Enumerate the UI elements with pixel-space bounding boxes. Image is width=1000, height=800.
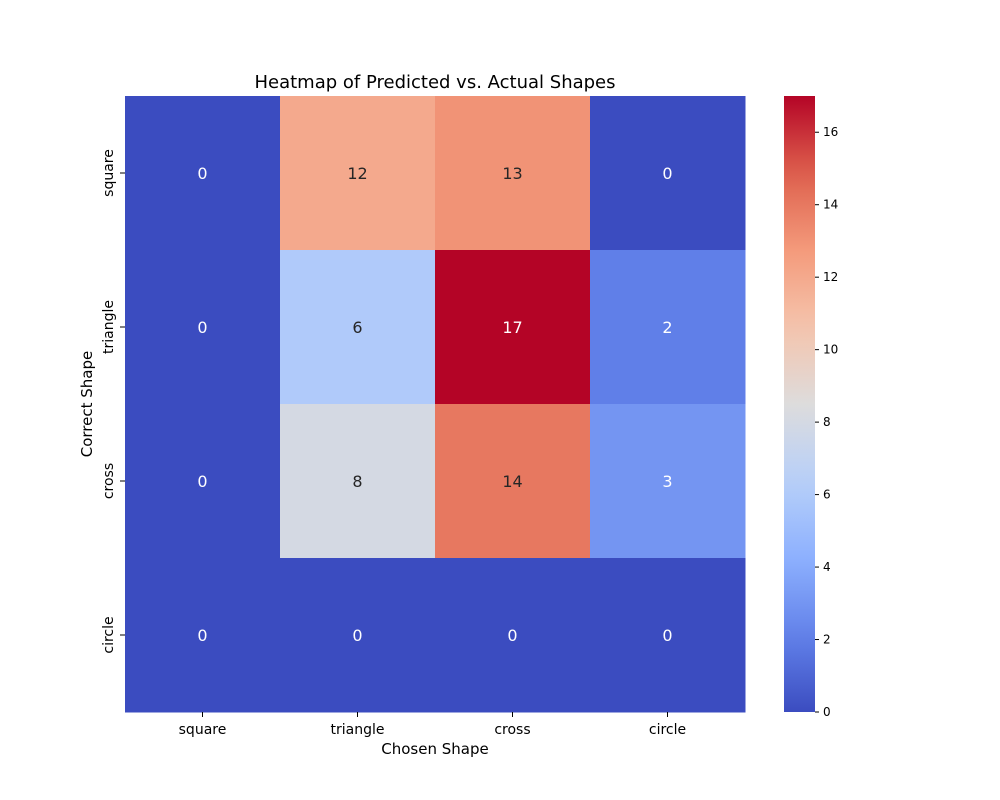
y-tick-label: circle (101, 616, 117, 653)
heatmap-cell (280, 96, 436, 251)
y-tick-label: triangle (101, 300, 117, 354)
cell-value-label: 0 (197, 472, 207, 491)
colorbar-tick-label: 4 (823, 560, 831, 574)
heatmap-cell (125, 250, 281, 405)
cell-value-label: 13 (502, 164, 522, 183)
cell-value-label: 0 (197, 626, 207, 645)
heatmap-cell (125, 404, 281, 559)
heatmap-cell (435, 404, 591, 559)
x-tick-label: square (179, 722, 227, 738)
chart-title: Heatmap of Predicted vs. Actual Shapes (254, 72, 615, 93)
heatmap-cell (590, 404, 746, 559)
heatmap-cell (280, 404, 436, 559)
x-tick-label: circle (649, 722, 686, 738)
heatmap-cell (125, 96, 281, 251)
y-tick-label: cross (101, 463, 117, 499)
colorbar: 0 2 4 6 8 10 12 14 16 (784, 96, 838, 719)
colorbar-tick-label: 14 (823, 198, 838, 212)
cell-value-label: 2 (662, 318, 672, 337)
heatmap-cell (590, 96, 746, 251)
cell-value-label: 17 (502, 318, 522, 337)
heatmap-cell (280, 558, 436, 713)
cell-value-label: 8 (352, 472, 362, 491)
x-axis-title: Chosen Shape (381, 740, 488, 758)
y-axis-ticks: square triangle cross circle (101, 149, 125, 654)
colorbar-tick-label: 12 (823, 270, 838, 284)
colorbar-tick-label: 8 (823, 415, 831, 429)
colorbar-tick-label: 0 (823, 705, 831, 719)
cell-value-label: 0 (352, 626, 362, 645)
heatmap-cell (435, 250, 591, 405)
cell-value-label: 0 (662, 164, 672, 183)
heatmap-cell (435, 558, 591, 713)
colorbar-gradient (784, 96, 815, 712)
cell-value-label: 6 (352, 318, 362, 337)
heatmap-cell (125, 558, 281, 713)
cell-value-label: 3 (662, 472, 672, 491)
cell-value-label: 0 (197, 318, 207, 337)
cell-value-label: 0 (662, 626, 672, 645)
x-tick-label: cross (494, 722, 530, 738)
colorbar-tick-label: 6 (823, 488, 831, 502)
heatmap-cell (435, 96, 591, 251)
cell-value-label: 12 (347, 164, 367, 183)
colorbar-tick-label: 10 (823, 343, 838, 357)
heatmap-cell (590, 250, 746, 405)
y-tick-label: square (101, 149, 117, 197)
colorbar-tick-label: 2 (823, 633, 831, 647)
cell-value-label: 0 (197, 164, 207, 183)
cell-value-label: 14 (502, 472, 522, 491)
heatmap-cell (590, 558, 746, 713)
x-axis-ticks: square triangle cross circle (179, 712, 686, 738)
colorbar-tick-label: 16 (823, 125, 838, 139)
heatmap-cell (280, 250, 436, 405)
x-tick-label: triangle (331, 722, 385, 738)
y-axis-title: Correct Shape (78, 351, 96, 458)
cell-value-label: 0 (507, 626, 517, 645)
heatmap-cells: 0 12 13 0 0 6 17 2 0 8 14 3 0 0 0 0 (125, 96, 746, 713)
